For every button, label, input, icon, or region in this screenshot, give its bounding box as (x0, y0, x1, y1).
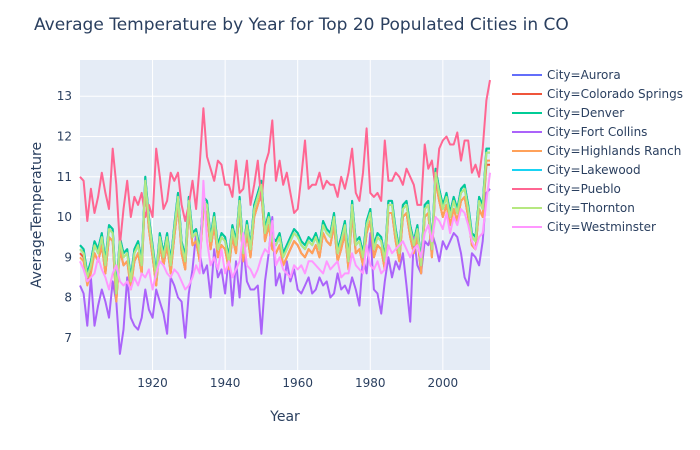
y-axis-title: AverageTemperature (29, 142, 45, 288)
series-layer (79, 79, 491, 355)
legend-item-westminster[interactable]: City=Westminster (547, 220, 656, 234)
x-axis-title: Year (269, 409, 300, 425)
y-tick-label: 13 (57, 89, 72, 103)
legend-item-lakewood[interactable]: City=Lakewood (547, 163, 641, 177)
legend-item-fort-collins[interactable]: City=Fort Collins (547, 125, 647, 139)
legend-item-pueblo[interactable]: City=Pueblo (547, 182, 621, 196)
y-tick-label: 8 (64, 291, 72, 305)
legend-item-thornton[interactable]: City=Thornton (547, 201, 635, 215)
x-tick-label: 1940 (210, 376, 241, 390)
x-axis-ticks: 1920 1940 1960 1980 2000 (137, 376, 458, 390)
legend-item-denver[interactable]: City=Denver (547, 106, 624, 120)
legend-item-colorado-springs[interactable]: City=Colorado Springs (547, 87, 683, 101)
x-tick-label: 2000 (428, 376, 459, 390)
y-tick-label: 12 (57, 129, 72, 143)
y-tick-label: 10 (57, 210, 72, 224)
y-tick-label: 7 (64, 331, 72, 345)
chart-title: Average Temperature by Year for Top 20 P… (34, 15, 569, 35)
legend-item-aurora[interactable]: City=Aurora (547, 68, 621, 82)
y-tick-label: 9 (64, 250, 72, 264)
legend: City=Aurora City=Colorado Springs City=Den… (512, 68, 683, 234)
x-tick-label: 1960 (282, 376, 313, 390)
x-tick-label: 1980 (355, 376, 386, 390)
y-tick-label: 11 (57, 170, 72, 184)
x-tick-label: 1920 (137, 376, 168, 390)
series-line-westminster (79, 172, 491, 291)
legend-item-highlands-ranch[interactable]: City=Highlands Ranch (547, 144, 681, 158)
y-axis-ticks: 7 8 9 10 11 12 13 (57, 89, 72, 345)
